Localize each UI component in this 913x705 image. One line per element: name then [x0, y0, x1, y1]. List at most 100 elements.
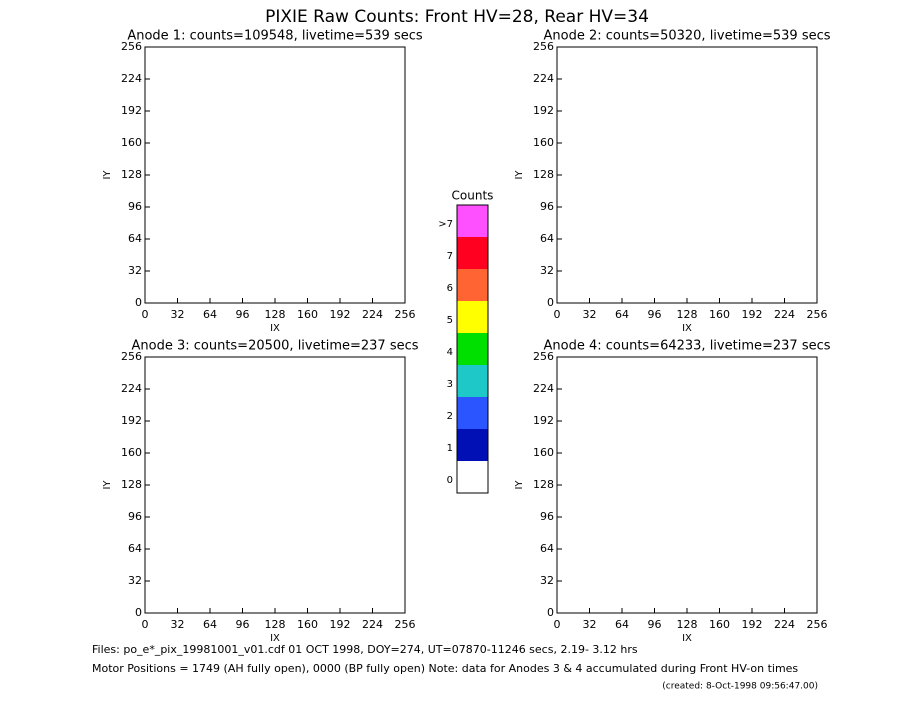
- y-tick-label: 32: [128, 264, 142, 277]
- y-tick-label: 256: [533, 40, 554, 53]
- x-axis-label: IX: [682, 633, 692, 644]
- y-axis-label: IY: [102, 480, 113, 490]
- y-tick-label: 192: [533, 414, 554, 427]
- y-tick-label: 224: [533, 72, 554, 85]
- y-axis-label: IY: [514, 170, 525, 180]
- x-tick-label: 224: [774, 308, 795, 321]
- plot-area: [556, 46, 818, 304]
- y-tick-label: 96: [128, 510, 142, 523]
- y-tick-label: 160: [121, 136, 142, 149]
- y-tick-label: 32: [540, 264, 554, 277]
- x-tick-label: 160: [709, 308, 730, 321]
- colorbar-title: Counts: [452, 189, 494, 203]
- colorbar-label: 0: [447, 475, 453, 486]
- x-tick-label: 256: [807, 618, 828, 631]
- x-tick-label: 0: [554, 308, 561, 321]
- x-tick-label: 192: [742, 618, 763, 631]
- x-axis-label: IX: [682, 323, 692, 334]
- y-tick-label: 160: [533, 136, 554, 149]
- colorbar-label: 7: [447, 251, 453, 262]
- x-tick-label: 96: [648, 618, 662, 631]
- x-tick-label: 64: [615, 618, 629, 631]
- x-tick-label: 128: [677, 618, 698, 631]
- y-tick-label: 224: [533, 382, 554, 395]
- x-tick-label: 64: [615, 308, 629, 321]
- colorbar-label: 4: [447, 347, 453, 358]
- y-tick-label: 32: [540, 574, 554, 587]
- x-tick-label: 224: [362, 308, 383, 321]
- y-tick-label: 64: [540, 232, 554, 245]
- x-tick-label: 224: [774, 618, 795, 631]
- y-tick-label: 160: [533, 446, 554, 459]
- figure-title: PIXIE Raw Counts: Front HV=28, Rear HV=3…: [265, 7, 649, 27]
- y-axis-label: IY: [102, 170, 113, 180]
- y-tick-label: 32: [128, 574, 142, 587]
- y-tick-label: 96: [128, 200, 142, 213]
- y-tick-label: 128: [121, 478, 142, 491]
- x-tick-label: 256: [395, 308, 416, 321]
- plot-area: [144, 356, 406, 614]
- y-tick-label: 96: [540, 200, 554, 213]
- y-tick-label: 128: [533, 168, 554, 181]
- colorbar-swatch: [457, 301, 488, 333]
- colorbar-label: 5: [447, 315, 453, 326]
- x-tick-label: 64: [203, 618, 217, 631]
- y-axis-label: IY: [514, 480, 525, 490]
- colorbar-swatch: [457, 269, 488, 301]
- panel-title: Anode 2: counts=50320, livetime=539 secs: [543, 29, 830, 44]
- x-tick-label: 96: [236, 618, 250, 631]
- y-tick-label: 160: [121, 446, 142, 459]
- y-tick-label: 64: [540, 542, 554, 555]
- x-tick-label: 160: [709, 618, 730, 631]
- y-tick-label: 256: [533, 350, 554, 363]
- x-tick-label: 160: [297, 618, 318, 631]
- colorbar-label: 6: [447, 283, 453, 294]
- colorbar-swatch: [457, 237, 488, 269]
- y-tick-label: 192: [121, 414, 142, 427]
- x-tick-label: 64: [203, 308, 217, 321]
- colorbar-label: 1: [447, 443, 453, 454]
- x-tick-label: 192: [742, 308, 763, 321]
- x-tick-label: 128: [265, 308, 286, 321]
- x-tick-label: 128: [677, 308, 698, 321]
- y-tick-label: 0: [135, 296, 142, 309]
- y-tick-label: 96: [540, 510, 554, 523]
- y-tick-label: 128: [533, 478, 554, 491]
- y-tick-label: 256: [121, 40, 142, 53]
- y-tick-label: 0: [135, 606, 142, 619]
- y-tick-label: 64: [128, 542, 142, 555]
- x-tick-label: 32: [583, 618, 597, 631]
- x-tick-label: 192: [330, 308, 351, 321]
- x-tick-label: 224: [362, 618, 383, 631]
- colorbar-swatch: [457, 205, 488, 237]
- panel-title: Anode 4: counts=64233, livetime=237 secs: [543, 339, 830, 354]
- x-tick-label: 160: [297, 308, 318, 321]
- x-axis-label: IX: [270, 633, 280, 644]
- x-tick-label: 0: [554, 618, 561, 631]
- panel-title: Anode 3: counts=20500, livetime=237 secs: [131, 339, 418, 354]
- plot-area: [144, 46, 406, 304]
- colorbar-frame: [456, 204, 489, 494]
- y-tick-label: 0: [547, 296, 554, 309]
- footer-created: (created: 8-Oct-1998 09:56:47.00): [662, 682, 818, 692]
- x-axis-label: IX: [270, 323, 280, 334]
- x-tick-label: 256: [807, 308, 828, 321]
- x-tick-label: 96: [648, 308, 662, 321]
- y-tick-label: 224: [121, 382, 142, 395]
- x-tick-label: 32: [171, 618, 185, 631]
- y-tick-label: 128: [121, 168, 142, 181]
- y-tick-label: 224: [121, 72, 142, 85]
- colorbar-swatch: [457, 397, 488, 429]
- x-tick-label: 96: [236, 308, 250, 321]
- colorbar-swatch: [457, 429, 488, 461]
- y-tick-label: 0: [547, 606, 554, 619]
- plot-area: [556, 356, 818, 614]
- y-tick-label: 192: [533, 104, 554, 117]
- colorbar-swatch: [457, 365, 488, 397]
- y-tick-label: 64: [128, 232, 142, 245]
- x-tick-label: 192: [330, 618, 351, 631]
- colorbar-label: >7: [438, 219, 453, 230]
- colorbar-swatch: [457, 333, 488, 365]
